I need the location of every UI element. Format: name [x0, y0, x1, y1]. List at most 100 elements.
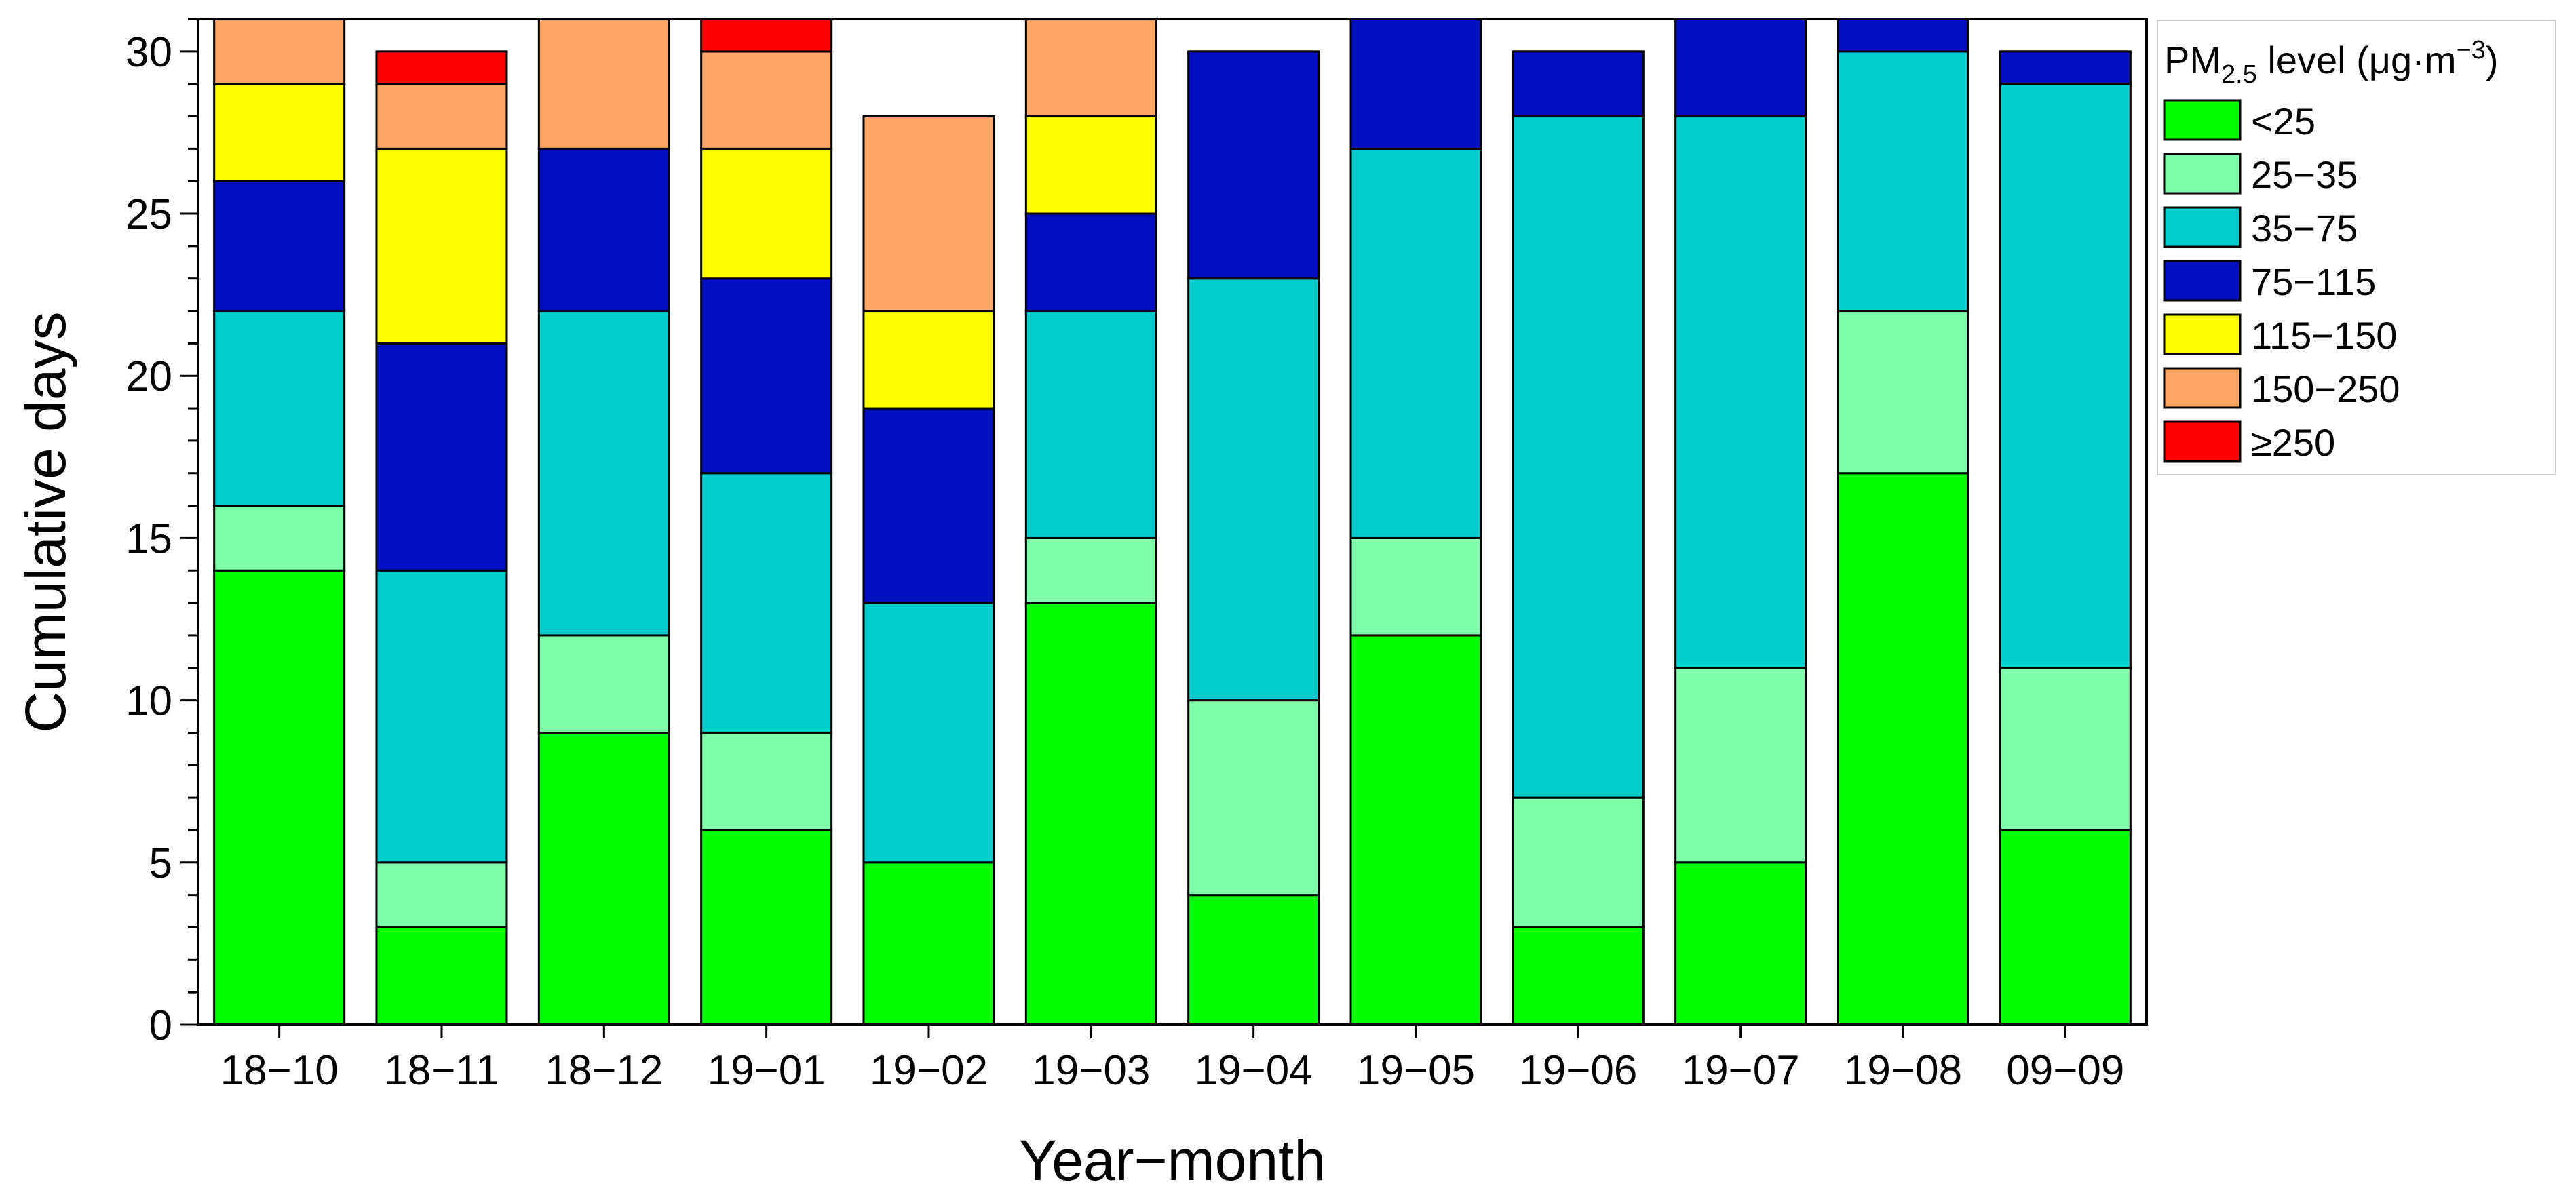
y-tick-label: 10	[126, 678, 172, 725]
legend-title-mid: level (μg·m	[2257, 39, 2457, 81]
bar-segment-12-2	[1999, 667, 2132, 831]
legend-swatch	[2163, 153, 2242, 195]
bar-segment-1-6	[213, 19, 346, 85]
bar-segment-5-4	[862, 407, 995, 604]
bar-segment-10-3	[1674, 115, 1807, 669]
x-tick-label: 09−09	[2006, 1047, 2124, 1094]
bar-segment-5-1	[862, 861, 995, 1025]
y-axis-title: Cumulative days	[14, 312, 77, 733]
bar-segment-7-4	[1187, 50, 1320, 280]
bar-segment-10-1	[1674, 861, 1807, 1025]
legend-label: ≥250	[2251, 421, 2335, 464]
bar-segment-8-1	[1349, 634, 1482, 1025]
legend-label: 35−75	[2251, 207, 2358, 250]
y-tick-label: 25	[126, 191, 172, 238]
bar-segment-3-2	[537, 634, 670, 734]
bar-segment-3-1	[537, 731, 670, 1025]
bar-segment-4-1	[700, 829, 833, 1025]
legend-label: 150−250	[2251, 368, 2400, 410]
plot-frame	[197, 18, 2148, 1026]
bar-segment-1-4	[213, 180, 346, 313]
x-tick-label: 18−11	[384, 1047, 499, 1094]
x-axis-title: Year−month	[1019, 1128, 1326, 1192]
legend-items: <25 25−35 35−75 75−115 115−150 150−250 ≥250	[2163, 99, 2400, 464]
bar-segment-6-5	[1024, 115, 1157, 215]
legend-swatch	[2163, 99, 2242, 141]
bar-segment-9-1	[1512, 926, 1645, 1025]
bar-segment-11-1	[1837, 472, 1969, 1025]
legend-label: 75−115	[2251, 260, 2376, 303]
y-tick-label: 5	[149, 840, 172, 887]
bar-segment-6-1	[1024, 602, 1157, 1025]
bar-segment-8-3	[1349, 147, 1482, 539]
y-tick-label: 20	[126, 353, 172, 400]
x-tick-label: 19−07	[1682, 1047, 1800, 1094]
legend-swatch	[2163, 313, 2242, 355]
bar-segment-2-7	[375, 50, 508, 85]
bar-area	[213, 19, 2132, 1025]
bar-segment-4-2	[700, 731, 833, 831]
bar-segment-2-4	[375, 342, 508, 572]
x-tick-label: 19−02	[870, 1047, 988, 1094]
bar-segment-6-6	[1024, 19, 1157, 118]
y-axis: 0 5 10 15 20 25 30	[126, 18, 198, 1049]
bar-segment-5-3	[862, 602, 995, 864]
bar-segment-2-2	[375, 861, 508, 928]
bar-segment-1-1	[213, 569, 346, 1025]
bar-segment-11-3	[1837, 50, 1969, 313]
x-tick-label: 19−04	[1195, 1047, 1313, 1094]
bar-segment-10-4	[1674, 19, 1807, 118]
x-tick-label: 19−01	[708, 1047, 826, 1094]
x-tick-label: 19−06	[1519, 1047, 1637, 1094]
bar-segment-3-4	[537, 147, 670, 313]
bar-segment-2-3	[375, 569, 508, 864]
y-tick-label: 30	[126, 29, 172, 76]
bar-segment-6-3	[1024, 310, 1157, 539]
bar-segment-9-2	[1512, 796, 1645, 928]
legend-label: 25−35	[2251, 153, 2358, 196]
bar-segment-12-4	[1999, 50, 2132, 85]
bar-segment-2-5	[375, 147, 508, 345]
bar-segment-3-3	[537, 310, 670, 637]
bar-segment-2-6	[375, 83, 508, 150]
x-tick-label: 19−05	[1357, 1047, 1475, 1094]
bar-segment-7-2	[1187, 699, 1320, 897]
legend-swatch	[2163, 260, 2242, 302]
y-tick-label: 15	[126, 515, 172, 562]
x-tick-label: 18−12	[545, 1047, 663, 1094]
bar-segment-7-1	[1187, 894, 1320, 1025]
bar-segment-4-7	[700, 19, 833, 53]
bar-segment-4-5	[700, 147, 833, 280]
bar-segment-2-1	[375, 926, 508, 1025]
y-tick-label: 0	[149, 1002, 172, 1049]
legend-title: PM2.5 level (μg·m−3)	[2164, 36, 2498, 89]
legend-title-prefix: PM	[2164, 39, 2221, 81]
bar-segment-1-3	[213, 310, 346, 507]
bar-segment-5-6	[862, 115, 995, 313]
bar-segment-11-4	[1837, 19, 1969, 53]
x-tick-label: 19−08	[1844, 1047, 1962, 1094]
bar-segment-8-4	[1349, 19, 1482, 150]
bar-segment-9-4	[1512, 50, 1645, 118]
bar-segment-4-4	[700, 277, 833, 475]
bar-segment-6-4	[1024, 212, 1157, 313]
bar-segment-4-3	[700, 472, 833, 734]
bar-segment-10-2	[1674, 667, 1807, 864]
legend-swatch	[2163, 367, 2242, 409]
bar-segment-9-3	[1512, 115, 1645, 799]
x-tick-label: 18−10	[220, 1047, 339, 1094]
legend: PM2.5 level (μg·m−3) <25 25−35 35−75 75−115…	[2157, 20, 2556, 475]
bar-segment-8-2	[1349, 536, 1482, 637]
bar-segment-6-2	[1024, 536, 1157, 604]
legend-title-end: )	[2486, 39, 2499, 81]
bar-segment-3-6	[537, 19, 670, 150]
legend-label: <25	[2251, 100, 2315, 142]
bar-segment-1-2	[213, 505, 346, 572]
bar-segment-12-3	[1999, 83, 2132, 669]
legend-title-sub: 2.5	[2221, 60, 2257, 89]
bar-segment-12-1	[1999, 829, 2132, 1025]
bar-segment-11-2	[1837, 310, 1969, 475]
bar-segment-5-5	[862, 310, 995, 410]
bar-segment-7-3	[1187, 277, 1320, 702]
